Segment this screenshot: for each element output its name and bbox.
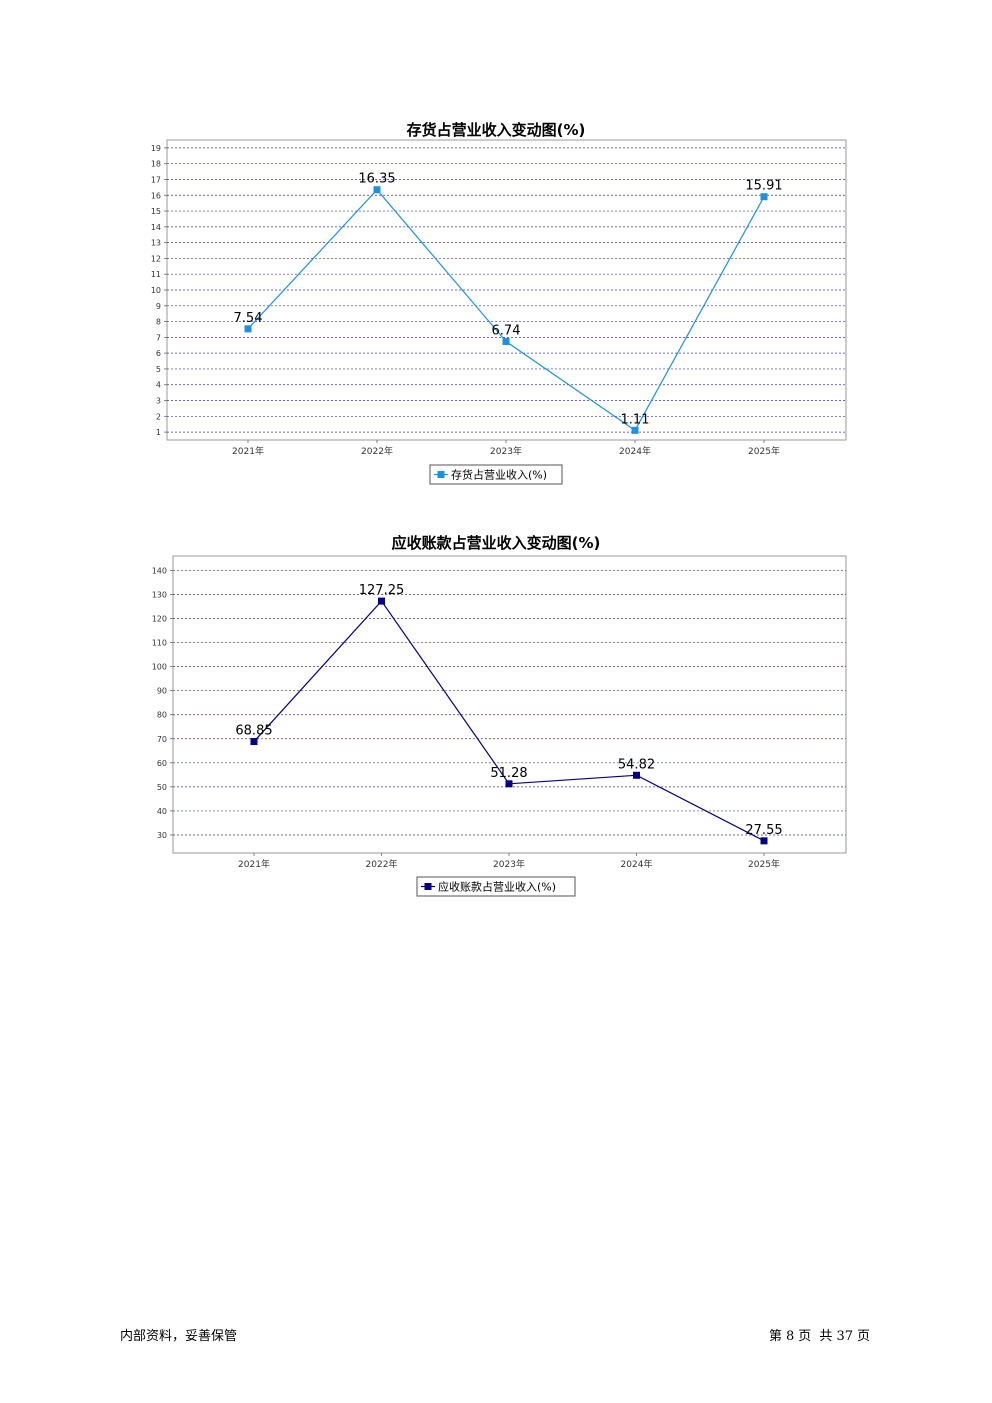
y-tick-label: 18 [151, 160, 161, 169]
y-tick-label: 12 [151, 254, 161, 263]
y-tick-label: 100 [152, 663, 167, 672]
data-label: 68.85 [235, 724, 272, 739]
data-label: 6.74 [492, 323, 521, 338]
y-tick-label: 5 [156, 365, 161, 374]
y-tick-label: 130 [152, 590, 167, 599]
y-tick-label: 80 [157, 711, 167, 720]
legend-box [429, 464, 563, 485]
page-prefix: 第 [768, 1329, 782, 1344]
data-label: 15.91 [745, 179, 782, 194]
chart-title: 应收账款占营业收入变动图(%) [391, 534, 601, 552]
x-tick-label: 2025年 [748, 445, 780, 457]
plot-area [172, 555, 847, 854]
page-num: 8 [785, 1329, 795, 1344]
chart-receivables-svg: 30 40 50 60 70 80 90 100 110 120 130 140 2021年 2022年 2… [152, 555, 847, 897]
x-tick-label: 2024年 [621, 858, 653, 870]
data-label: 1.11 [621, 412, 650, 427]
legend-box [416, 876, 576, 897]
data-label: 54.82 [618, 757, 655, 772]
footer-confidential-note: 内部资料，妥善保管 [120, 1329, 238, 1344]
data-label: 7.54 [234, 311, 263, 326]
y-tick-label: 4 [156, 381, 161, 390]
y-tick-label: 15 [151, 207, 161, 216]
x-tick-label: 2023年 [493, 858, 525, 870]
y-tick-label: 16 [151, 191, 161, 200]
chart-title: 存货占营业收入变动图(%) [406, 121, 586, 139]
x-tick-label: 2021年 [232, 445, 264, 457]
legend-label: 应收账款占营业收入(%) [438, 880, 556, 894]
y-tick-label: 140 [152, 566, 167, 575]
y-tick-label: 13 [151, 239, 161, 248]
legend-marker [437, 471, 445, 478]
data-point [250, 738, 258, 746]
data-point [760, 837, 768, 845]
y-tick-label: 1 [156, 428, 161, 437]
y-tick-label: 40 [157, 807, 167, 816]
data-point [373, 186, 381, 194]
total-prefix: 共 [819, 1329, 833, 1344]
total-num: 37 [836, 1329, 853, 1344]
y-tick-label: 10 [151, 286, 161, 295]
y-tick-label: 30 [157, 831, 167, 840]
y-tick-label: 110 [152, 639, 167, 648]
y-tick-label: 14 [151, 223, 161, 232]
y-tick-label: 6 [156, 349, 161, 358]
page-unit: 页 [798, 1329, 812, 1344]
y-tick-label: 3 [156, 397, 161, 406]
legend-marker [424, 883, 432, 890]
x-tick-label: 2024年 [619, 445, 651, 457]
x-tick-label: 2022年 [361, 445, 393, 457]
data-label: 16.35 [358, 172, 395, 187]
total-unit: 页 [856, 1329, 870, 1344]
data-point [378, 597, 385, 605]
x-tick-label: 2022年 [366, 858, 398, 870]
y-tick-label: 70 [157, 735, 167, 744]
data-label: 27.55 [745, 823, 782, 838]
x-tick-label: 2021年 [238, 858, 270, 870]
y-tick-label: 7 [156, 333, 161, 342]
y-tick-label: 60 [157, 759, 167, 768]
data-point [244, 325, 252, 333]
legend-label: 存货占营业收入(%) [451, 468, 547, 482]
data-label: 127.25 [359, 583, 405, 598]
y-tick-label: 2 [156, 412, 161, 421]
data-point [760, 193, 768, 201]
y-tick-label: 9 [156, 302, 161, 311]
y-tick-label: 11 [151, 270, 161, 279]
x-tick-label: 2023年 [490, 445, 522, 457]
y-tick-label: 19 [151, 144, 161, 153]
y-tick-label: 50 [157, 783, 167, 792]
y-tick-label: 90 [157, 687, 167, 696]
data-point [505, 780, 513, 788]
data-label: 51.28 [490, 766, 527, 781]
y-tick-label: 120 [152, 615, 167, 624]
data-point [631, 426, 639, 434]
data-point [502, 337, 510, 345]
x-tick-label: 2025年 [748, 858, 780, 870]
y-tick-label: 17 [151, 175, 161, 184]
data-point [633, 771, 640, 779]
y-tick-label: 8 [156, 318, 161, 327]
